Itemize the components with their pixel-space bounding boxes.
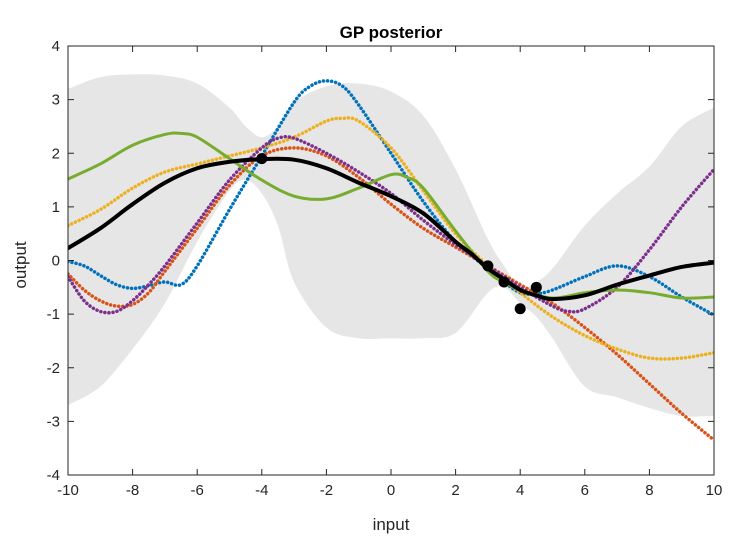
x-tick-label: 0 [387,482,395,499]
observation-point [514,303,526,315]
sample-line-4 [68,134,714,315]
y-tick-label: -1 [47,306,60,323]
x-tick-label: -8 [126,482,139,499]
plot-area [68,74,714,442]
x-tick-label: 4 [516,482,524,499]
x-tick-label: -10 [57,482,79,499]
x-tick-label: -2 [320,482,333,499]
x-tick-label: 2 [451,482,459,499]
y-tick-label: 4 [52,38,60,55]
observation-point [530,281,542,293]
x-tick-label: 8 [645,482,653,499]
sample-line-2 [68,146,714,442]
observation-point [256,153,268,165]
y-tick-label: -2 [47,360,60,377]
x-tick-label: -6 [191,482,204,499]
confidence-band [68,74,714,417]
x-axis-label: input [373,515,410,534]
observation-point [498,276,510,288]
x-tick-label: 6 [581,482,589,499]
y-tick-label: 3 [52,92,60,109]
x-tick-label: 10 [706,482,723,499]
sample-line-5 [68,131,714,300]
posterior-mean-line [68,156,714,302]
y-tick-label: -3 [47,413,60,430]
y-tick-label: 0 [52,253,60,270]
observation-point [482,260,494,272]
chart-title: GP posterior [340,23,443,42]
y-tick-label: -4 [47,467,60,484]
sample-line-3 [68,116,714,361]
y-tick-label: 1 [52,199,60,216]
y-axis-label: output [11,241,30,289]
sample-line-1 [68,79,714,317]
y-tick-label: 2 [52,145,60,162]
x-tick-label: -4 [255,482,268,499]
